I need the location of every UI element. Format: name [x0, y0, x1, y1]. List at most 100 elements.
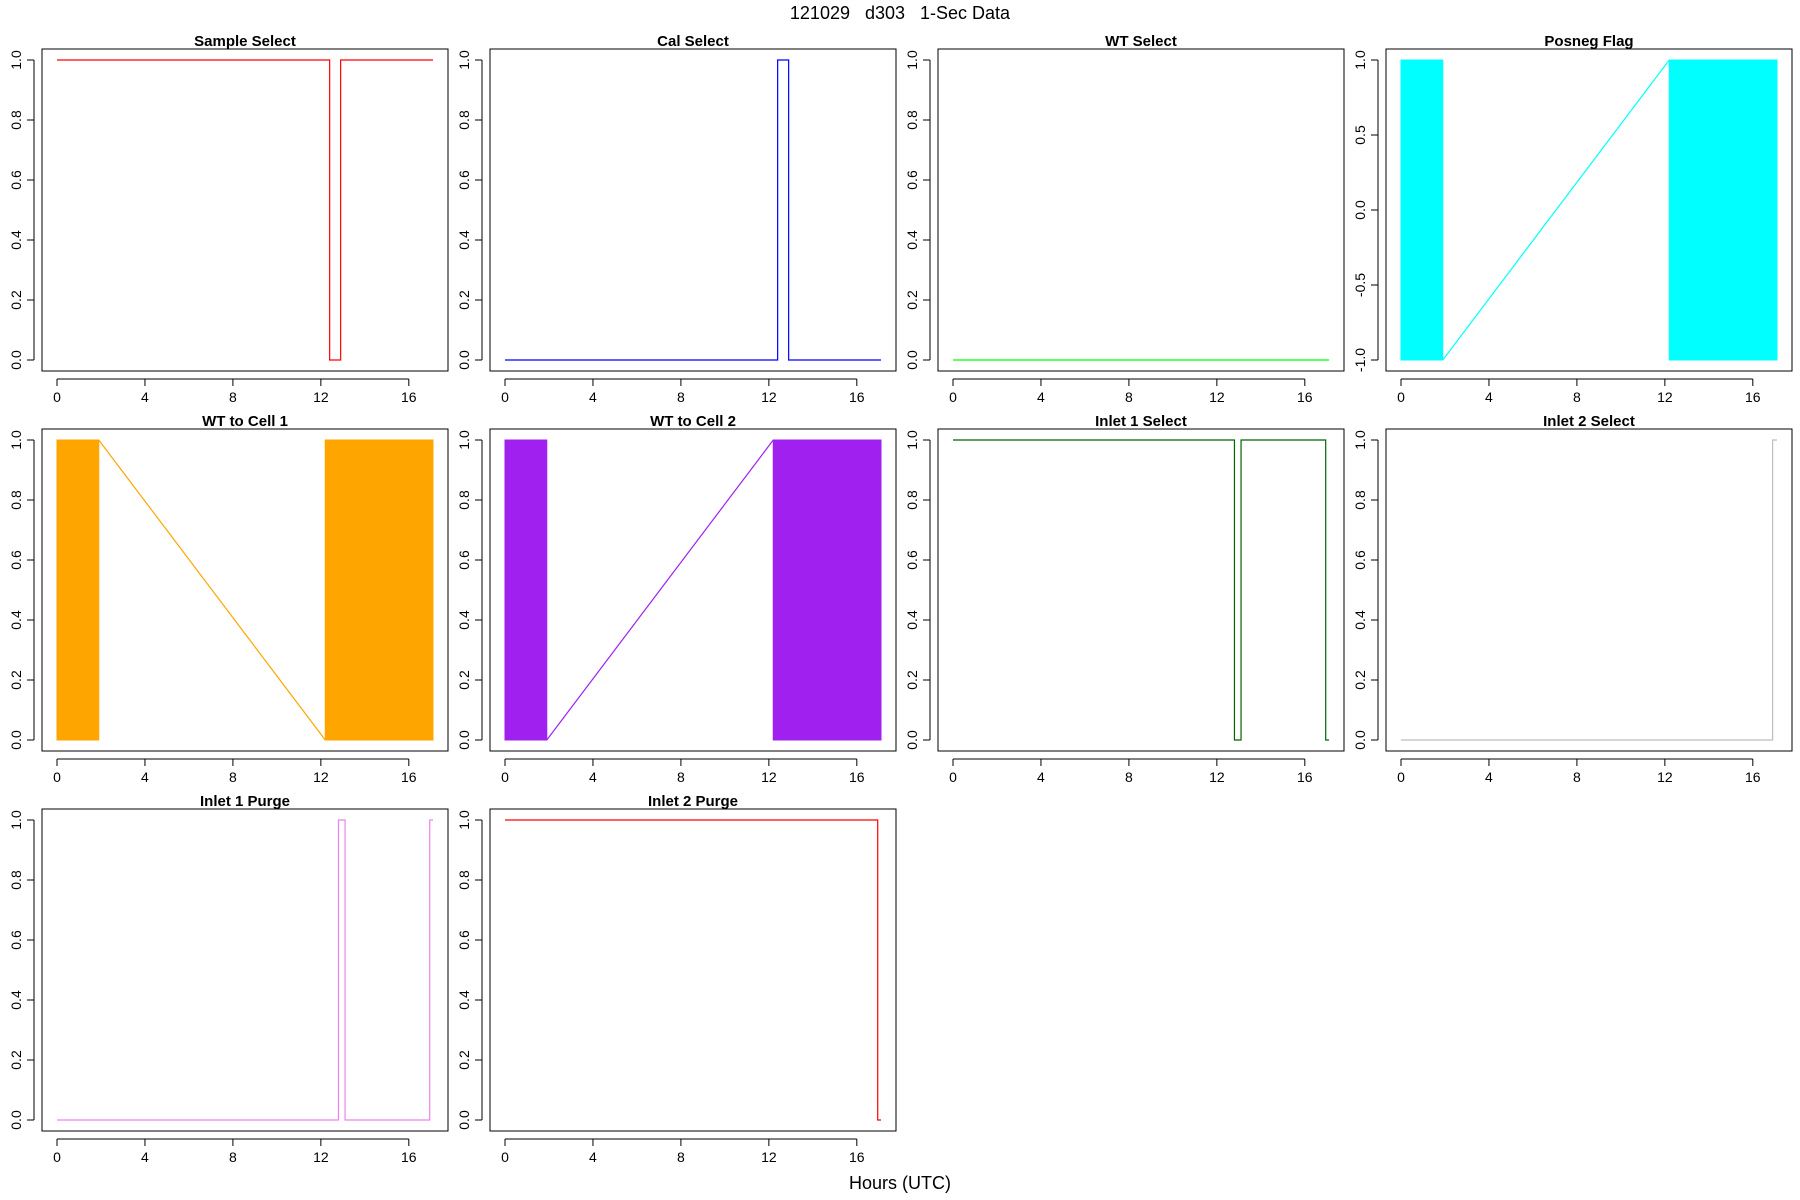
y-tick-label-inlet-2-select-3: 0.6 [1352, 550, 1368, 570]
y-tick-label-wt-select-4: 0.8 [904, 110, 920, 130]
x-tick-label-cal-select-4: 16 [849, 389, 865, 405]
y-tick-label-inlet-1-select-2: 0.4 [904, 610, 920, 630]
panel-title-inlet-1-select: Inlet 1 Select [1095, 413, 1187, 430]
y-tick-label-inlet-2-purge-4: 0.8 [456, 870, 472, 890]
y-tick-label-wt-to-cell-1-4: 0.8 [8, 490, 24, 510]
panel-wt-to-cell-2: WT to Cell 2 0 4 8 12 16 0.0 0.2 0.4 0.6 0.8 1.0 [456, 413, 897, 785]
plot-box-cal-select [489, 48, 897, 372]
x-tick-label-posneg-flag-2: 8 [1573, 389, 1581, 405]
series-line-wt-to-cell-2 [546, 439, 774, 741]
y-tick-label-inlet-2-purge-0: 0.0 [456, 1110, 472, 1130]
x-tick-label-inlet-1-select-0: 0 [949, 769, 957, 785]
y-tick-label-cal-select-5: 1.0 [456, 50, 472, 70]
figure-title: 121029 d303 1-Sec Data [790, 3, 1011, 23]
filled-block-wt-to-cell-1-1 [324, 439, 434, 741]
x-tick-label-wt-to-cell-2-0: 0 [501, 769, 509, 785]
x-tick-label-posneg-flag-4: 16 [1745, 389, 1761, 405]
panel-wt-select: WT Select 0 4 8 12 16 0.0 0.2 0.4 0.6 0.8 1.0 [904, 33, 1345, 405]
x-tick-label-wt-select-4: 16 [1297, 389, 1313, 405]
plot-box-sample-select [41, 48, 449, 372]
y-tick-label-wt-select-1: 0.2 [904, 290, 920, 310]
x-tick-label-posneg-flag-3: 12 [1657, 389, 1673, 405]
series-line-inlet-1-purge [57, 819, 433, 1121]
y-tick-label-sample-select-5: 1.0 [8, 50, 24, 70]
y-tick-label-cal-select-4: 0.8 [456, 110, 472, 130]
y-tick-label-inlet-1-purge-0: 0.0 [8, 1110, 24, 1130]
panel-wt-to-cell-1: WT to Cell 1 0 4 8 12 16 0.0 0.2 0.4 0.6 0.8 1.0 [8, 413, 449, 785]
x-tick-label-inlet-1-purge-4: 16 [401, 1149, 417, 1165]
y-tick-label-inlet-1-purge-5: 1.0 [8, 810, 24, 830]
series-line-inlet-2-purge [505, 819, 881, 1121]
y-tick-label-wt-select-0: 0.0 [904, 350, 920, 370]
y-tick-label-inlet-1-purge-2: 0.4 [8, 990, 24, 1010]
y-tick-label-posneg-flag-4: 1.0 [1352, 50, 1368, 70]
x-tick-label-inlet-1-purge-0: 0 [53, 1149, 61, 1165]
x-tick-label-inlet-1-purge-3: 12 [313, 1149, 329, 1165]
x-tick-label-wt-to-cell-1-3: 12 [313, 769, 329, 785]
y-tick-label-inlet-2-select-2: 0.4 [1352, 610, 1368, 630]
x-axis-label: Hours (UTC) [849, 1173, 951, 1193]
series-line-cal-select [505, 59, 881, 361]
y-tick-label-inlet-1-purge-1: 0.2 [8, 1050, 24, 1070]
y-tick-label-sample-select-4: 0.8 [8, 110, 24, 130]
x-tick-label-sample-select-1: 4 [141, 389, 149, 405]
panel-inlet-1-purge: Inlet 1 Purge 0 4 8 12 16 0.0 0.2 0.4 0.6 0.8 1.0 [8, 793, 449, 1165]
y-tick-label-wt-to-cell-2-5: 1.0 [456, 430, 472, 450]
y-tick-label-sample-select-3: 0.6 [8, 170, 24, 190]
y-tick-label-inlet-2-select-5: 1.0 [1352, 430, 1368, 450]
x-tick-label-inlet-2-select-0: 0 [1397, 769, 1405, 785]
y-tick-label-wt-to-cell-1-5: 1.0 [8, 430, 24, 450]
y-tick-label-wt-to-cell-2-0: 0.0 [456, 730, 472, 750]
x-tick-label-wt-to-cell-1-0: 0 [53, 769, 61, 785]
x-tick-label-inlet-2-purge-1: 4 [589, 1149, 597, 1165]
x-tick-label-inlet-2-purge-3: 12 [761, 1149, 777, 1165]
y-tick-label-inlet-2-purge-1: 0.2 [456, 1050, 472, 1070]
x-tick-label-wt-to-cell-1-2: 8 [229, 769, 237, 785]
x-tick-label-wt-select-0: 0 [949, 389, 957, 405]
y-tick-label-posneg-flag-3: 0.5 [1352, 125, 1368, 145]
series-line-sample-select [57, 59, 433, 361]
plot-box-inlet-1-select [937, 428, 1345, 752]
y-tick-label-sample-select-2: 0.4 [8, 230, 24, 250]
x-tick-label-inlet-2-purge-0: 0 [501, 1149, 509, 1165]
y-tick-label-wt-to-cell-1-0: 0.0 [8, 730, 24, 750]
y-tick-label-inlet-1-select-3: 0.6 [904, 550, 920, 570]
y-tick-label-inlet-1-purge-3: 0.6 [8, 930, 24, 950]
y-tick-label-wt-select-3: 0.6 [904, 170, 920, 190]
x-tick-label-inlet-2-select-3: 12 [1657, 769, 1673, 785]
x-tick-label-sample-select-2: 8 [229, 389, 237, 405]
x-tick-label-cal-select-2: 8 [677, 389, 685, 405]
panel-title-wt-to-cell-2: WT to Cell 2 [650, 413, 736, 430]
series-line-inlet-2-select [1401, 439, 1777, 741]
y-tick-label-wt-select-2: 0.4 [904, 230, 920, 250]
y-tick-label-inlet-1-purge-4: 0.8 [8, 870, 24, 890]
panel-title-inlet-2-purge: Inlet 2 Purge [648, 793, 738, 810]
panel-inlet-2-purge: Inlet 2 Purge 0 4 8 12 16 0.0 0.2 0.4 0.6 0.8 1.0 [456, 793, 897, 1165]
y-tick-label-inlet-1-select-1: 0.2 [904, 670, 920, 690]
series-line-inlet-1-select [953, 439, 1329, 741]
y-tick-label-inlet-2-select-0: 0.0 [1352, 730, 1368, 750]
x-tick-label-wt-to-cell-2-1: 4 [589, 769, 597, 785]
y-tick-label-inlet-2-purge-3: 0.6 [456, 930, 472, 950]
y-tick-label-posneg-flag-2: 0.0 [1352, 200, 1368, 220]
series-line-wt-to-cell-1 [98, 439, 326, 741]
x-tick-label-cal-select-0: 0 [501, 389, 509, 405]
x-tick-label-inlet-2-select-4: 16 [1745, 769, 1761, 785]
plot-box-inlet-2-select [1385, 428, 1793, 752]
y-tick-label-cal-select-1: 0.2 [456, 290, 472, 310]
filled-block-posneg-flag-0 [1400, 59, 1444, 361]
plot-box-posneg-flag [1385, 48, 1793, 372]
x-tick-label-wt-select-2: 8 [1125, 389, 1133, 405]
y-tick-label-sample-select-0: 0.0 [8, 350, 24, 370]
panel-title-inlet-2-select: Inlet 2 Select [1543, 413, 1635, 430]
x-tick-label-wt-to-cell-1-4: 16 [401, 769, 417, 785]
y-tick-label-inlet-2-purge-2: 0.4 [456, 990, 472, 1010]
y-tick-label-inlet-2-select-1: 0.2 [1352, 670, 1368, 690]
panel-posneg-flag: Posneg Flag 0 4 8 12 16 -1.0 -0.5 0.0 0.5 1.0 [1352, 33, 1793, 405]
y-tick-label-wt-to-cell-2-1: 0.2 [456, 670, 472, 690]
y-tick-label-cal-select-2: 0.4 [456, 230, 472, 250]
x-tick-label-wt-select-1: 4 [1037, 389, 1045, 405]
y-tick-label-inlet-1-select-4: 0.8 [904, 490, 920, 510]
